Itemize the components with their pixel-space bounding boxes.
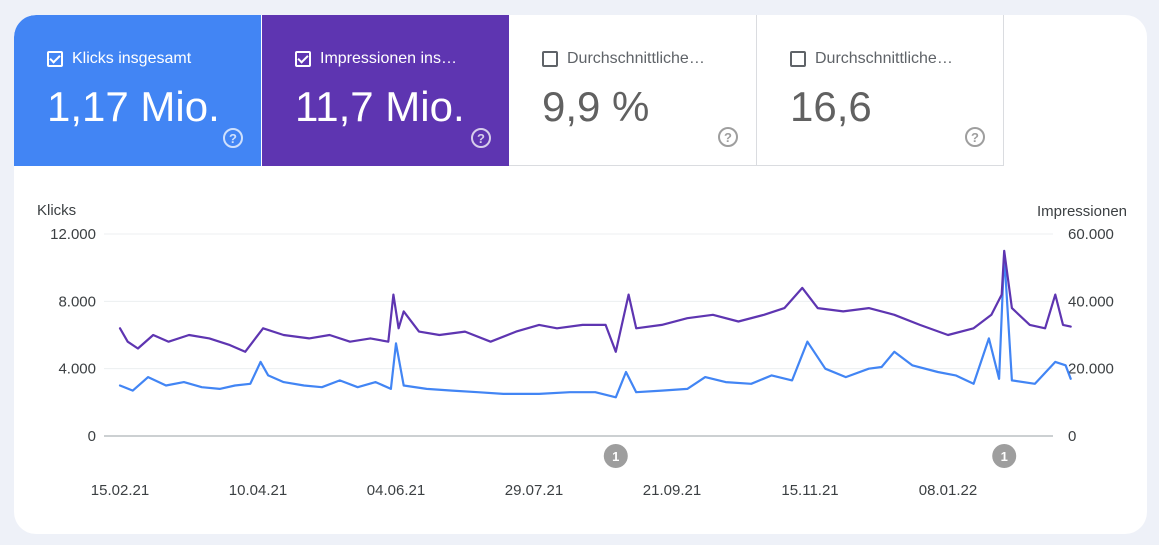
annotation-label: 1: [612, 449, 619, 464]
metric-tile-impressions[interactable]: Impressionen ins… 11,7 Mio. ?: [262, 15, 509, 166]
metric-label-impressions: Impressionen ins…: [320, 50, 457, 67]
metric-tile-clicks[interactable]: Klicks insgesamt 1,17 Mio. ?: [14, 15, 261, 166]
metric-tile-ctr[interactable]: Durchschnittliche… 9,9 % ?: [509, 15, 757, 166]
right-tick-label: 0: [1068, 428, 1076, 445]
help-icon[interactable]: ?: [718, 127, 738, 147]
right-tick-label: 40.000: [1068, 293, 1114, 310]
right-axis-ticks: 60.000 40.000 20.000 0: [1068, 226, 1114, 445]
chart-grid: [104, 233, 1053, 437]
x-tick-label: 29.07.21: [505, 482, 563, 499]
x-axis-ticks: 15.02.21 10.04.21 04.06.21 29.07.21 21.09.21…: [91, 482, 977, 499]
metric-tile-header: Durchschnittliche…: [542, 50, 705, 68]
metric-label-ctr: Durchschnittliche…: [567, 50, 705, 67]
x-tick-label: 10.04.21: [229, 482, 287, 499]
series-line-impressionen: [118, 249, 1072, 353]
metric-tile-header: Klicks insgesamt: [47, 50, 191, 68]
annotation-label: 1: [1001, 449, 1008, 464]
metric-value-ctr: 9,9 %: [542, 83, 650, 130]
metric-tile-header: Durchschnittliche…: [790, 50, 953, 68]
checkbox-unchecked-icon[interactable]: [542, 51, 558, 67]
left-tick-label: 12.000: [50, 226, 96, 243]
left-tick-label: 4.000: [58, 361, 96, 378]
annotation-marker: [603, 444, 628, 468]
metric-tile-position[interactable]: Durchschnittliche… 16,6 ?: [757, 15, 1004, 166]
checkbox-checked-icon[interactable]: [47, 51, 63, 67]
annotation-marker: [992, 444, 1017, 468]
metric-label-position: Durchschnittliche…: [815, 50, 953, 67]
metric-value-position: 16,6: [790, 83, 872, 130]
metric-value-impressions: 11,7 Mio.: [295, 83, 465, 130]
left-axis-ticks: 12.000 8.000 4.000 0: [50, 226, 96, 445]
metric-value-clicks: 1,17 Mio.: [47, 83, 220, 130]
x-tick-label: 21.09.21: [643, 482, 701, 499]
checkbox-unchecked-icon[interactable]: [790, 51, 806, 67]
help-icon[interactable]: ?: [965, 127, 985, 147]
x-tick-label: 08.01.22: [919, 482, 977, 499]
series-line-klicks: [118, 253, 1072, 399]
left-axis-title: Klicks: [37, 202, 76, 219]
right-axis-title: Impressionen: [1037, 203, 1127, 220]
metric-label-clicks: Klicks insgesamt: [72, 50, 192, 67]
metric-tiles: Klicks insgesamt 1,17 Mio. ? Impressione…: [14, 15, 1004, 166]
chart-series: [118, 249, 1072, 399]
right-tick-label: 60.000: [1068, 226, 1114, 243]
left-tick-label: 0: [88, 428, 96, 445]
right-tick-label: 20.000: [1068, 361, 1114, 378]
left-tick-label: 8.000: [58, 293, 96, 310]
checkbox-checked-icon[interactable]: [295, 51, 311, 67]
performance-card: Klicks insgesamt 1,17 Mio. ? Impressione…: [14, 15, 1147, 534]
help-icon[interactable]: ?: [471, 128, 491, 148]
x-tick-label: 15.02.21: [91, 482, 149, 499]
metric-tile-header: Impressionen ins…: [295, 50, 457, 68]
help-icon[interactable]: ?: [223, 128, 243, 148]
x-tick-label: 15.11.21: [781, 482, 838, 499]
x-tick-label: 04.06.21: [367, 482, 425, 499]
